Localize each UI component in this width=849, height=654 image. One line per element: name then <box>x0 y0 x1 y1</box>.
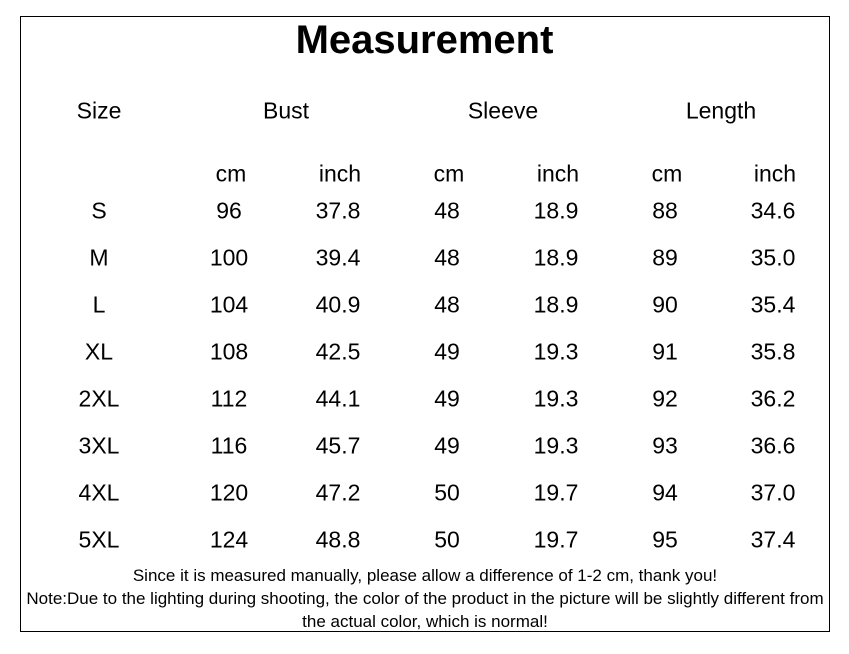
unit: cm <box>433 160 465 187</box>
cell: 36.2 <box>750 385 796 412</box>
cell: 48.8 <box>315 526 361 553</box>
unit: cm <box>215 160 247 187</box>
cell: 108 <box>209 338 249 365</box>
cell: 37.8 <box>315 197 361 224</box>
cell: 18.9 <box>533 291 579 318</box>
cell: 89 <box>652 244 678 271</box>
cell: 36.6 <box>750 432 796 459</box>
cell: 48 <box>434 244 460 271</box>
header: Size <box>76 97 122 124</box>
note: Since it is measured manually, please al… <box>132 566 718 585</box>
cell: M <box>89 244 109 271</box>
unit: inch <box>318 160 362 187</box>
cell: 96 <box>216 197 242 224</box>
unit: inch <box>753 160 797 187</box>
border <box>20 16 830 632</box>
cell: 5XL <box>78 526 120 553</box>
cell: 112 <box>210 385 248 412</box>
cell: 120 <box>209 479 249 506</box>
header: Bust <box>262 97 310 124</box>
cell: 48 <box>434 291 460 318</box>
title: Measurement <box>295 18 554 62</box>
cell: 18.9 <box>533 197 579 224</box>
cell: 35.8 <box>750 338 796 365</box>
cell: 34.6 <box>750 197 796 224</box>
cell: 37.4 <box>750 526 796 553</box>
unit: cm <box>651 160 683 187</box>
cell: 92 <box>652 385 678 412</box>
cell: L <box>92 291 106 318</box>
cell: 45.7 <box>315 432 361 459</box>
cell: 42.5 <box>315 338 361 365</box>
cell: S <box>91 197 107 224</box>
cell: 91 <box>652 338 678 365</box>
cell: 4XL <box>78 479 120 506</box>
cell: 19.3 <box>533 338 579 365</box>
cell: 100 <box>209 244 249 271</box>
cell: 19.7 <box>533 479 579 506</box>
cell: 94 <box>652 479 678 506</box>
cell: 35.0 <box>750 244 796 271</box>
cell: 18.9 <box>533 244 579 271</box>
cell: 95 <box>652 526 678 553</box>
cell: 124 <box>209 526 249 553</box>
cell: 50 <box>434 526 460 553</box>
cell: 3XL <box>78 432 120 459</box>
header: Sleeve <box>467 97 539 124</box>
cell: 93 <box>652 432 678 459</box>
cell: 49 <box>434 385 460 412</box>
cell: 104 <box>209 291 249 318</box>
cell: 47.2 <box>315 479 361 506</box>
cell: XL <box>84 338 114 365</box>
cell: 35.4 <box>750 291 796 318</box>
cell: 50 <box>434 479 460 506</box>
cell: 19.3 <box>533 432 579 459</box>
cell: 39.4 <box>315 244 361 271</box>
cell: 40.9 <box>315 291 361 318</box>
cell: 49 <box>434 338 460 365</box>
cell: 19.7 <box>533 526 579 553</box>
cell: 90 <box>652 291 678 318</box>
cell: 49 <box>434 432 460 459</box>
cell: 116 <box>210 432 248 459</box>
cell: 2XL <box>78 385 120 412</box>
header: Length <box>685 97 757 124</box>
unit: inch <box>536 160 580 187</box>
cell: 19.3 <box>533 385 579 412</box>
cell: 48 <box>434 197 460 224</box>
cell: 88 <box>652 197 678 224</box>
cell: 44.1 <box>315 385 361 412</box>
note: Note:Due to the lighting during shooting… <box>26 589 824 631</box>
cell: 37.0 <box>750 479 796 506</box>
